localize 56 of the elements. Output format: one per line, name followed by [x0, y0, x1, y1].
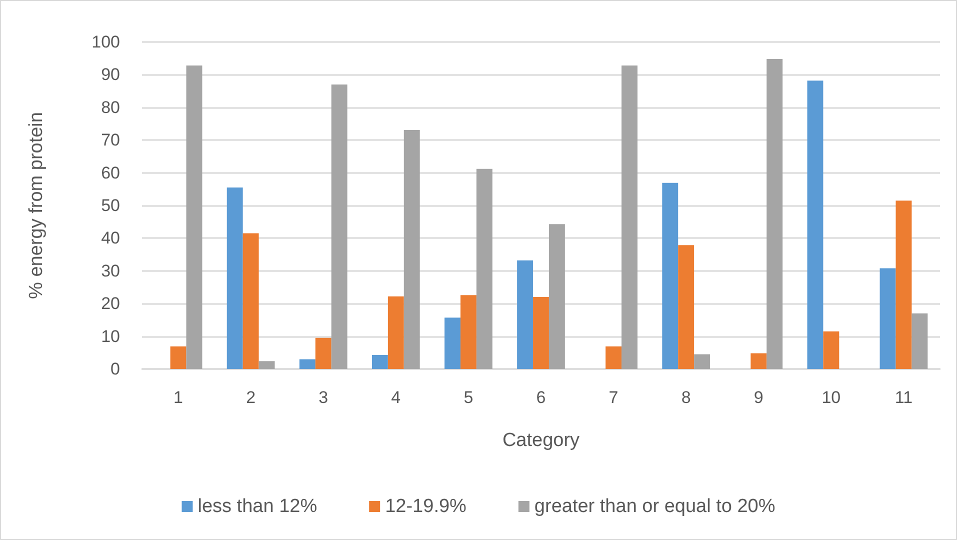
- x-tick-label: 7: [608, 388, 618, 407]
- y-tick-label: 70: [101, 130, 120, 150]
- bar: [170, 346, 186, 369]
- y-tick-label: 0: [110, 360, 120, 378]
- bar: [226, 188, 243, 369]
- x-tick-label: 8: [681, 388, 691, 407]
- bar: [533, 297, 549, 369]
- y-tick-label: 10: [101, 326, 120, 346]
- bar: [678, 245, 694, 369]
- x-tick-label: 1: [174, 388, 184, 407]
- bar: [404, 130, 420, 369]
- x-tick-label: 10: [822, 388, 841, 407]
- y-tick-label: 100: [92, 32, 120, 52]
- bar: [258, 361, 275, 369]
- bar: [444, 318, 460, 369]
- x-tick-label: 3: [318, 388, 328, 407]
- y-tick-label: 50: [101, 196, 120, 215]
- bar: [662, 182, 678, 369]
- bar: [460, 295, 476, 369]
- bar: [388, 296, 404, 369]
- bar: [766, 59, 783, 369]
- bar: [823, 331, 840, 369]
- bar: [372, 354, 388, 369]
- bar: [807, 80, 824, 369]
- bar: [896, 200, 912, 369]
- bar: [315, 338, 332, 369]
- bar: [242, 233, 259, 369]
- x-tick-label: 9: [754, 388, 764, 407]
- bar: [548, 224, 565, 369]
- legend-label: less than 12%: [198, 496, 318, 517]
- x-tick-label: 11: [894, 388, 913, 407]
- bar: [606, 346, 622, 369]
- bar: [694, 354, 710, 369]
- y-tick-label: 80: [101, 98, 120, 117]
- bar: [299, 359, 316, 369]
- y-axis-title: % energy from protein: [26, 112, 47, 299]
- bar: [331, 84, 348, 369]
- y-tick-label: 20: [101, 294, 120, 314]
- bar: [880, 268, 896, 369]
- bar: [912, 313, 928, 369]
- x-tick-label: 5: [464, 388, 474, 407]
- bar: [186, 66, 202, 369]
- bar: [622, 66, 638, 369]
- y-tick-label: 60: [101, 163, 120, 182]
- legend-label: 12-19.9%: [385, 496, 467, 517]
- legend-label: greater than or equal to 20%: [534, 496, 776, 517]
- x-axis-title: Category: [502, 430, 580, 451]
- x-tick-label: 2: [246, 388, 256, 407]
- x-tick-label: 4: [391, 388, 401, 407]
- bar: [517, 260, 534, 369]
- bar: [750, 353, 767, 369]
- x-tick-label: 6: [536, 388, 546, 407]
- bar: [476, 168, 492, 369]
- y-tick-label: 30: [101, 261, 120, 280]
- y-tick-label: 40: [101, 228, 120, 248]
- y-tick-label: 90: [101, 65, 120, 84]
